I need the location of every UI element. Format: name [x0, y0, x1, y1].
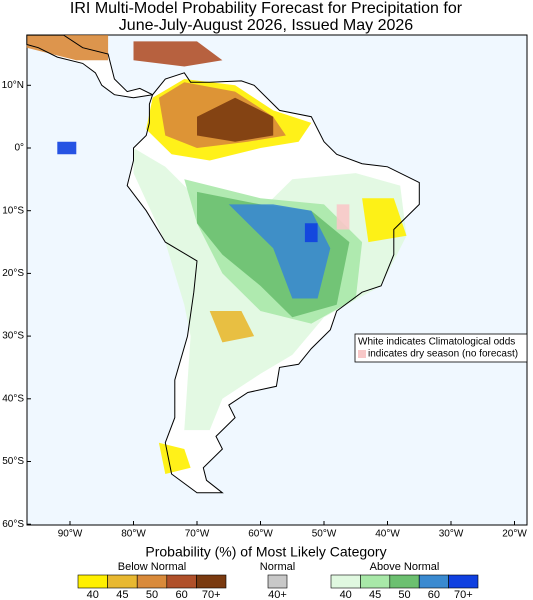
note-box [354, 333, 528, 363]
lon-label: 20°W [502, 529, 527, 540]
legend-label: 40 [340, 589, 352, 600]
forecast-area [26, 35, 109, 61]
lat-label: 10°N [2, 80, 24, 91]
legend-title: Probability (%) of Most Likely Category [145, 544, 386, 560]
legend-swatch [196, 574, 227, 589]
legend-label: 70+ [202, 589, 221, 600]
legend-swatch [360, 574, 391, 589]
lat-label: 40°S [2, 393, 24, 404]
legend-swatch [267, 574, 288, 589]
legend-swatch [418, 574, 449, 589]
legend-group: Below Normal [118, 561, 186, 573]
legend-swatch [136, 574, 168, 589]
legend-swatch [77, 574, 108, 589]
legend-label: 40 [87, 589, 99, 600]
lon-label: 80°W [121, 529, 146, 540]
lon-label: 50°W [312, 529, 337, 540]
legend-label: 70+ [454, 589, 473, 600]
lon-label: 70°W [185, 529, 210, 540]
lon-label: 30°W [439, 529, 464, 540]
legend-swatch [166, 574, 197, 589]
lat-label: 20°S [2, 268, 24, 279]
lat-label: 60°S [2, 519, 24, 530]
legend-label: 50 [398, 589, 410, 600]
legend-label: 45 [369, 589, 381, 600]
title-line: June-July-August 2026, Issued May 2026 [119, 17, 414, 34]
legend-label: 60 [175, 589, 187, 600]
legend-swatch [389, 574, 420, 589]
forecast-area [209, 311, 255, 343]
legend-group: Above Normal [370, 561, 440, 573]
lat-label: 50°S [2, 456, 24, 467]
note-text: White indicates Climatological odds [358, 337, 515, 348]
lat-label: 30°S [2, 331, 24, 342]
coastline [26, 34, 420, 494]
legend-swatch [330, 574, 361, 589]
legend-group: Normal [260, 561, 295, 573]
legend-swatch [448, 574, 479, 589]
lon-label: 60°W [248, 529, 273, 540]
forecast-area [133, 41, 223, 67]
forecast-area [57, 141, 77, 155]
note-text: indicates dry season (no forecast) [368, 349, 518, 360]
forecast-area [304, 223, 318, 243]
forecast-area [197, 97, 274, 142]
lat-label: 0° [14, 143, 24, 154]
legend-label: 60 [428, 589, 440, 600]
lat-label: 10°S [2, 205, 24, 216]
title-line: IRI Multi-Model Probability Forecast for… [70, 0, 463, 17]
legend-label: 40+ [268, 589, 287, 600]
forecast-area [362, 198, 407, 243]
legend-swatch [107, 574, 138, 589]
forecast-area [336, 204, 350, 230]
legend-label: 45 [116, 589, 128, 600]
lon-label: 90°W [58, 529, 83, 540]
dry-swatch [358, 350, 366, 358]
legend-label: 50 [146, 589, 158, 600]
lon-label: 40°W [375, 529, 400, 540]
map-layer [26, 34, 420, 494]
